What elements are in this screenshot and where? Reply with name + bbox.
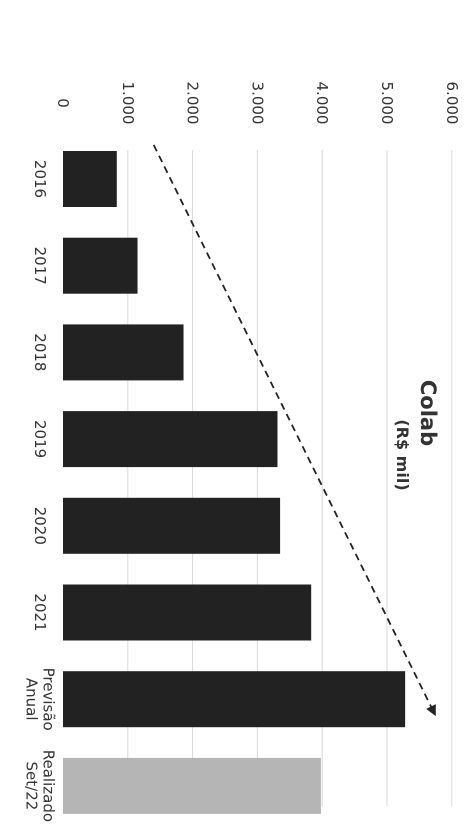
category-label: Set/22 <box>23 762 41 811</box>
bar <box>63 757 321 814</box>
trend-arrow-line <box>152 144 436 717</box>
value-tick-label: 4.000 <box>313 82 331 125</box>
value-tick-label: 1.000 <box>119 82 137 125</box>
value-tick-label: 2.000 <box>184 82 202 125</box>
category-label: Realizado <box>40 750 58 822</box>
category-label: 2021 <box>31 593 49 631</box>
value-axis-ticks: 0 1.000 2.000 3.000 4.000 5.000 6.000 <box>54 82 461 125</box>
category-label: Anual <box>23 678 41 721</box>
bar <box>63 497 281 554</box>
trend-arrow <box>152 144 436 717</box>
bar <box>63 237 138 294</box>
category-label: 2019 <box>31 420 49 458</box>
bar <box>63 151 117 207</box>
bar <box>63 584 312 641</box>
bars <box>63 151 406 814</box>
value-tick-label: 6.000 <box>443 82 461 125</box>
chart-subtitle: (R$ mil) <box>393 419 412 490</box>
bar <box>63 411 278 468</box>
chart-title-group: Colab (R$ mil) <box>393 380 440 491</box>
bar <box>63 324 184 381</box>
category-label: 2020 <box>31 507 49 545</box>
chart-title: Colab <box>416 380 440 446</box>
category-label: 2017 <box>31 247 49 285</box>
category-label: 2018 <box>31 333 49 371</box>
value-tick-label: 5.000 <box>378 82 396 125</box>
value-tick-label: 0 <box>54 98 72 108</box>
bar <box>63 671 406 728</box>
category-label: Previsão <box>40 668 58 731</box>
category-label: 2016 <box>31 160 49 198</box>
value-tick-label: 3.000 <box>248 82 266 125</box>
